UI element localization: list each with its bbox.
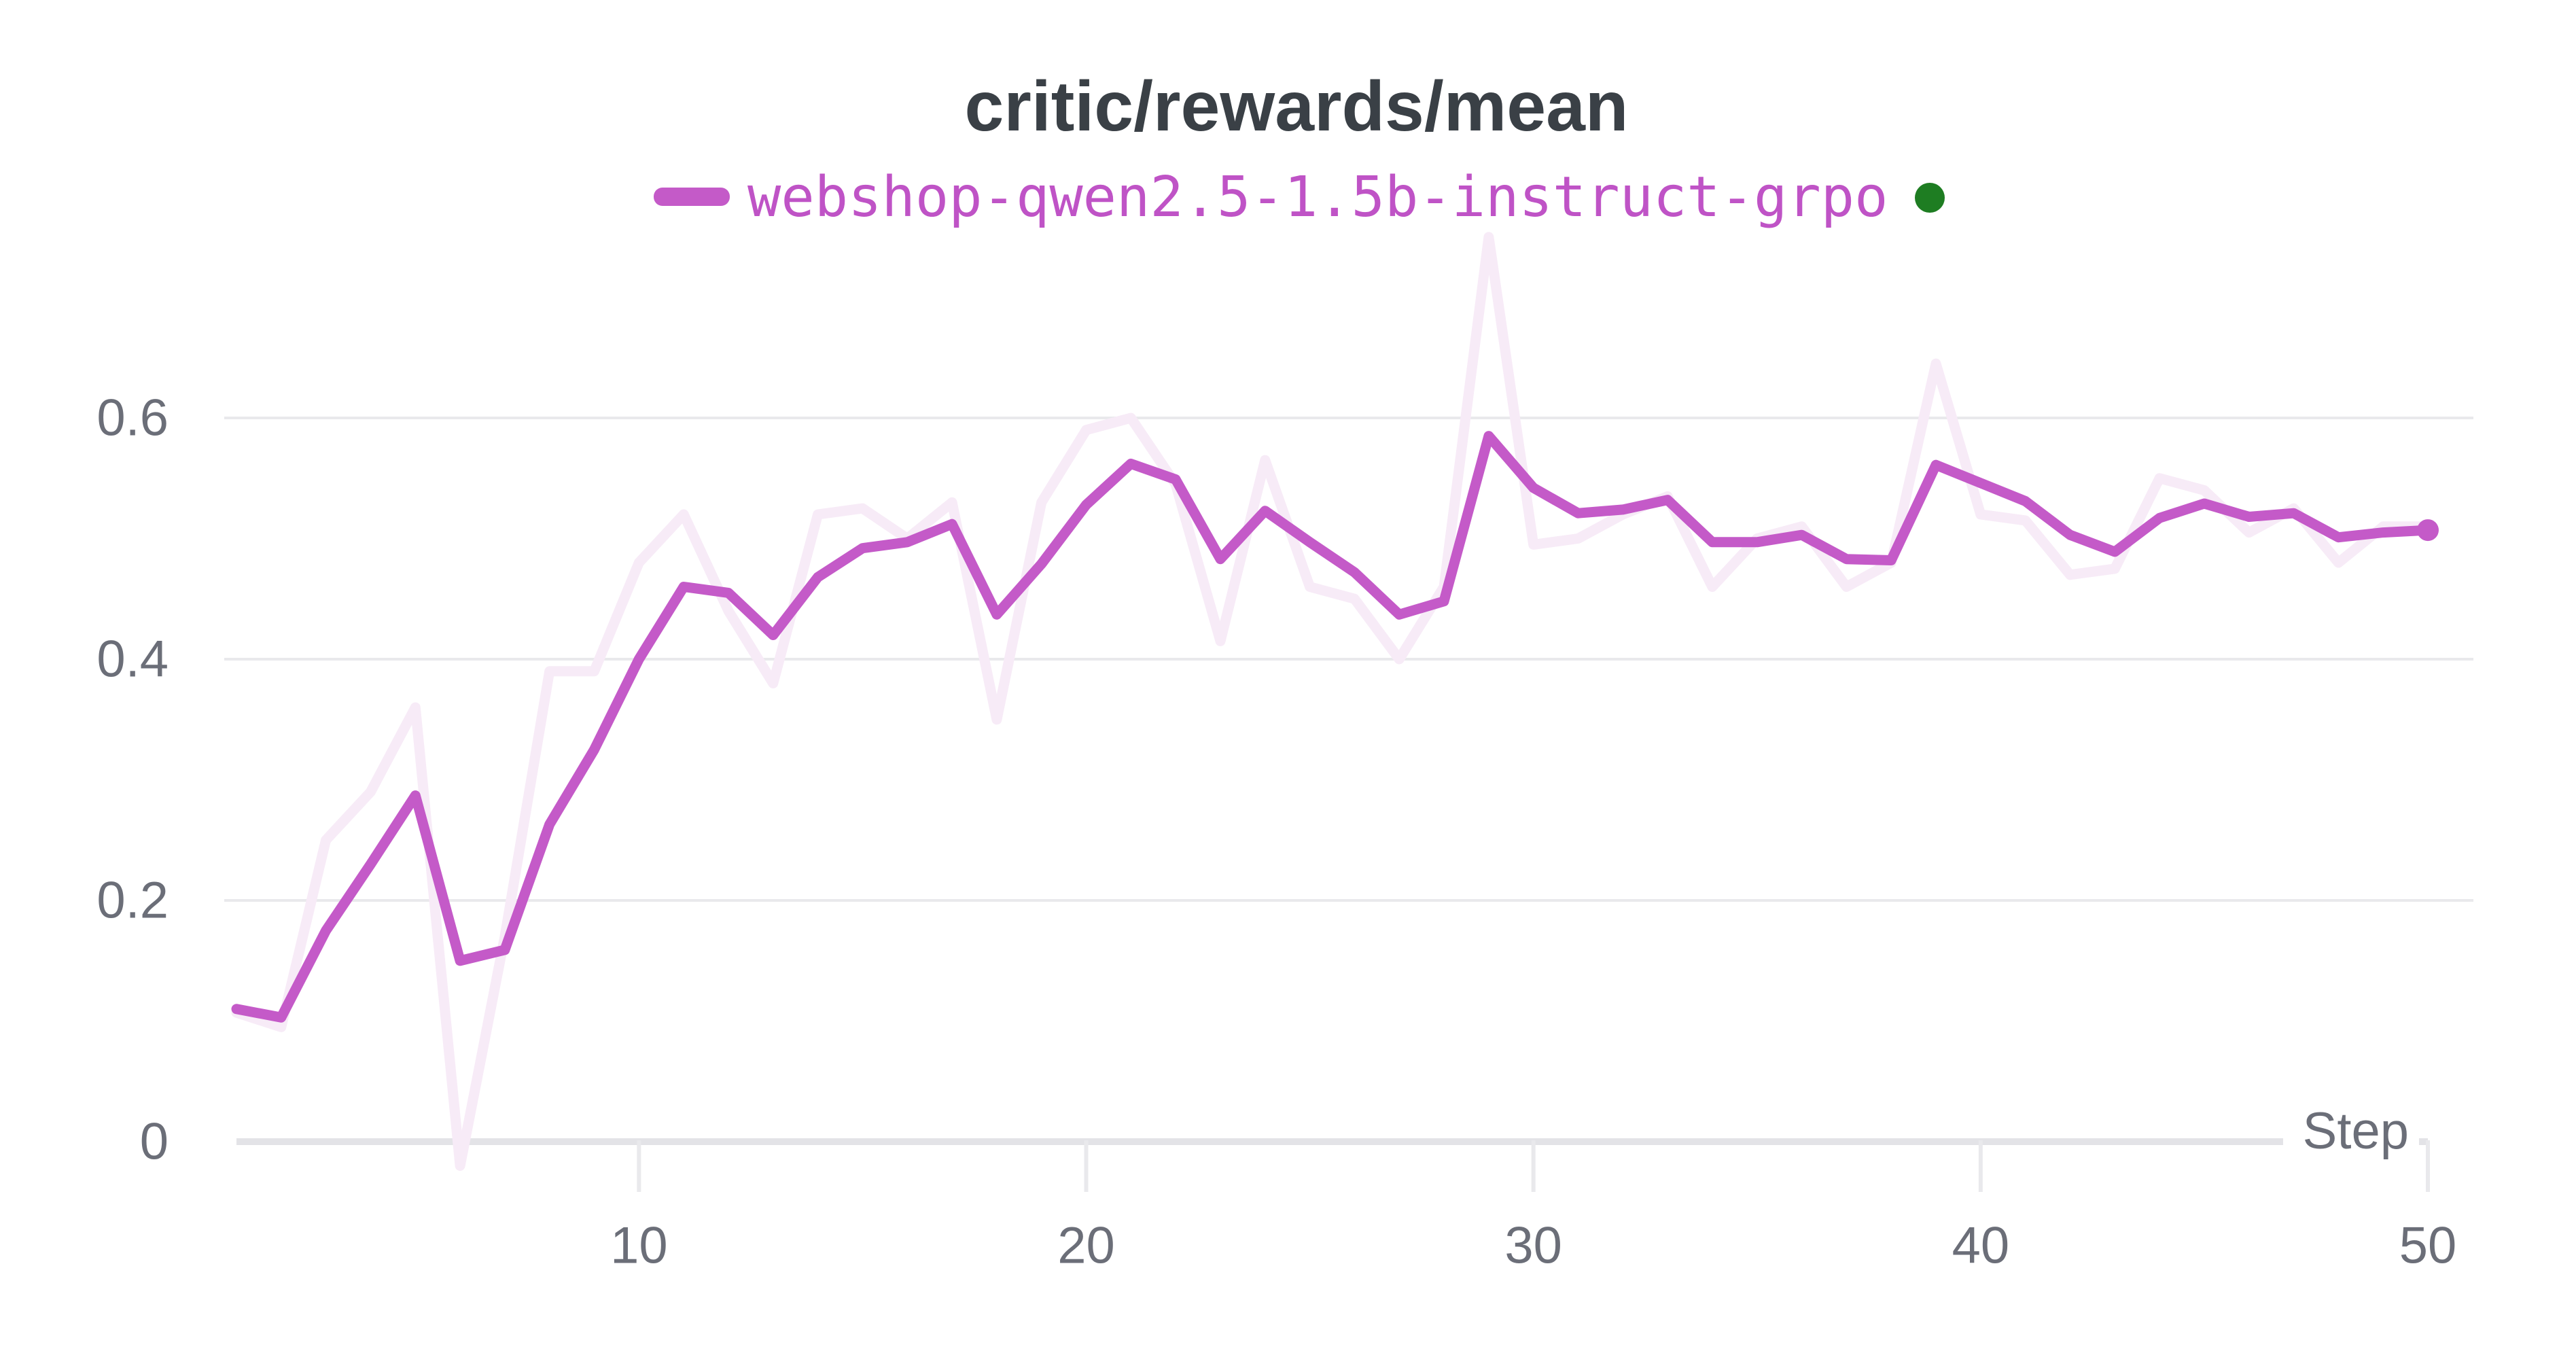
y-tick-label: 0 [140, 1113, 169, 1171]
y-tick-label: 0.2 [96, 872, 169, 930]
series-line-raw-unsmoothed[interactable] [231, 232, 2433, 1171]
series-line-smoothed[interactable] [231, 431, 2433, 1023]
x-axis-title-backing [2283, 1100, 2419, 1165]
series-layer[interactable] [231, 232, 2439, 1171]
run-state-dot [1915, 183, 1945, 213]
y-tick-label: 0.6 [96, 389, 169, 447]
legend[interactable]: webshop-qwen2.5-1.5b-instruct-grpo [654, 165, 1945, 230]
axis-tick-labels: 0 0.2 0.4 0.6 10 20 30 40 50 [96, 389, 2456, 1275]
x-axis-title-group: Step [2283, 1100, 2419, 1165]
x-tick-label: 50 [2399, 1217, 2457, 1275]
x-tick-label: 30 [1504, 1217, 1562, 1275]
legend-series-label[interactable]: webshop-qwen2.5-1.5b-instruct-grpo [747, 165, 1888, 230]
series-end-point-marker[interactable] [2417, 519, 2439, 542]
x-tick-label: 40 [1952, 1217, 2010, 1275]
chart-title: critic/rewards/mean [965, 67, 1629, 146]
y-tick-label: 0.4 [96, 631, 169, 688]
x-tick-label: 20 [1057, 1217, 1115, 1275]
legend-line-swatch[interactable] [654, 188, 730, 206]
x-axis-title: Step [2303, 1102, 2409, 1160]
x-tick-label: 10 [610, 1217, 668, 1275]
